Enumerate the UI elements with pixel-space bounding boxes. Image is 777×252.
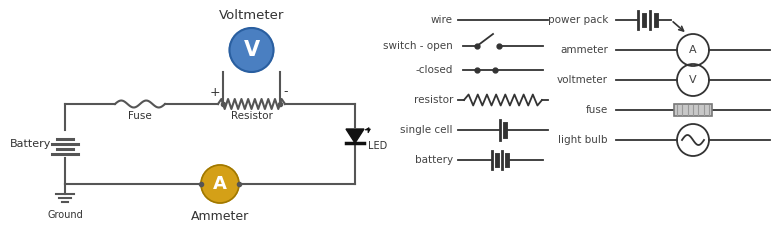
FancyBboxPatch shape: [674, 104, 712, 116]
Text: power pack: power pack: [548, 15, 608, 25]
Text: light bulb: light bulb: [559, 135, 608, 145]
Text: battery: battery: [415, 155, 453, 165]
Text: V: V: [689, 75, 697, 85]
Text: fuse: fuse: [586, 105, 608, 115]
Text: Ground: Ground: [47, 210, 83, 220]
Text: Battery: Battery: [9, 139, 51, 149]
Text: resistor: resistor: [413, 95, 453, 105]
Text: wire: wire: [431, 15, 453, 25]
Text: +: +: [209, 85, 220, 99]
Text: single cell: single cell: [400, 125, 453, 135]
Text: LED: LED: [368, 141, 387, 151]
Text: Ammeter: Ammeter: [191, 210, 249, 223]
Text: ammeter: ammeter: [560, 45, 608, 55]
Text: -closed: -closed: [416, 65, 453, 75]
Circle shape: [229, 28, 274, 72]
Text: A: A: [689, 45, 697, 55]
Text: Fuse: Fuse: [128, 111, 152, 121]
Circle shape: [201, 165, 239, 203]
Text: switch - open: switch - open: [383, 41, 453, 51]
Text: A: A: [213, 175, 227, 193]
Text: V: V: [243, 40, 260, 60]
Polygon shape: [346, 129, 364, 143]
Text: -: -: [283, 85, 287, 99]
Text: Voltmeter: Voltmeter: [219, 9, 284, 22]
Text: Resistor: Resistor: [231, 111, 273, 121]
Text: voltmeter: voltmeter: [557, 75, 608, 85]
